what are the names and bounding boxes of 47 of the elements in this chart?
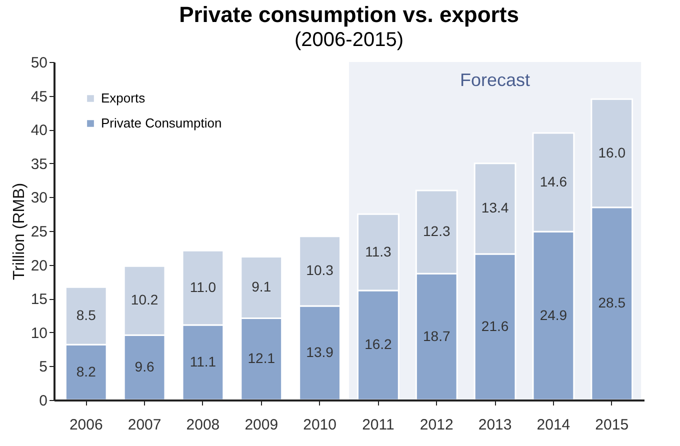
x-tick-label: 2011: [362, 416, 394, 434]
data-label: 10.2: [130, 292, 158, 308]
x-tick-label: 2007: [128, 416, 162, 434]
data-label: 11.3: [365, 243, 392, 260]
data-label: 21.6: [481, 318, 509, 334]
data-label: 11.0: [190, 278, 216, 295]
data-label: 24.9: [540, 306, 568, 323]
chart-subtitle: (2006-2015): [294, 29, 404, 51]
data-label: 13.4: [481, 200, 509, 216]
x-tick-label: 2006: [69, 416, 103, 434]
x-tick-label: 2008: [186, 416, 220, 434]
data-label: 8.5: [76, 306, 96, 323]
data-label: 9.1: [252, 278, 272, 294]
y-tick-label: 5: [39, 358, 48, 376]
data-label: 12.1: [248, 350, 276, 366]
y-tick-label: 25: [30, 224, 48, 240]
data-label: 28.5: [598, 294, 626, 311]
data-label: 18.7: [423, 328, 450, 344]
data-label: 16.2: [364, 336, 392, 352]
x-tick-label: 2009: [244, 416, 278, 434]
data-label: 16.0: [598, 144, 626, 160]
legend-label: Private Consumption: [101, 116, 222, 130]
y-tick-label: 40: [30, 122, 48, 140]
data-label: 13.9: [306, 344, 334, 360]
data-label: 14.6: [540, 173, 568, 190]
data-label: 11.1: [190, 353, 216, 370]
y-axis-title: Trillion (RMB): [10, 182, 28, 280]
y-tick-label: 10: [30, 324, 48, 342]
band-label: Forecast: [460, 70, 530, 90]
x-tick-label: 2015: [595, 416, 629, 434]
data-label: 9.6: [134, 358, 154, 375]
x-tick-label: 2012: [420, 416, 454, 434]
y-tick-label: 15: [30, 291, 48, 308]
data-label: 10.3: [306, 262, 334, 278]
x-tick-label: 2014: [536, 416, 570, 434]
y-tick-label: 50: [30, 54, 48, 72]
y-tick-label: 30: [30, 190, 48, 207]
x-tick-label: 2010: [303, 416, 336, 434]
y-tick-label: 45: [30, 88, 48, 106]
chart-title: Private consumption vs. exports: [179, 2, 519, 27]
y-tick-label: 20: [30, 257, 48, 274]
y-tick-label: 0: [39, 392, 48, 410]
data-label: 8.2: [76, 363, 96, 380]
legend-label: Exports: [101, 90, 146, 106]
data-label: 12.3: [423, 223, 450, 240]
y-tick-label: 35: [30, 156, 48, 173]
x-tick-label: 2013: [478, 416, 512, 434]
